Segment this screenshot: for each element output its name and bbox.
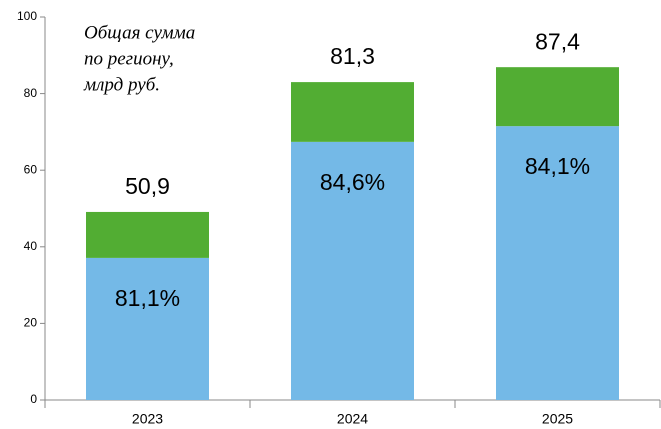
total-label: 50,9 [125,173,170,199]
share-label: 81,1% [115,285,180,311]
y-tick-label: 60 [24,162,38,176]
x-tick-label: 2023 [132,411,163,427]
total-label: 87,4 [535,28,580,54]
chart-title: по региону, [84,48,174,69]
bar-segment [86,211,209,258]
chart-title: Общая сумма [84,22,195,43]
x-tick-label: 2025 [542,411,573,427]
x-tick-label: 2024 [337,411,368,427]
y-tick-label: 20 [24,316,38,330]
share-label: 84,6% [320,169,385,195]
y-tick-label: 80 [24,86,38,100]
bar-segment [496,67,619,127]
y-tick-label: 100 [17,9,37,23]
chart-title: млрд руб. [83,74,160,95]
bar-segment [496,126,619,400]
share-label: 84,1% [525,153,590,179]
y-tick-label: 0 [30,392,37,406]
bar-segment [86,257,209,400]
total-label: 81,3 [330,43,375,69]
bar-segment [291,82,414,142]
bar-segment [291,141,414,400]
y-tick-label: 40 [24,239,38,253]
